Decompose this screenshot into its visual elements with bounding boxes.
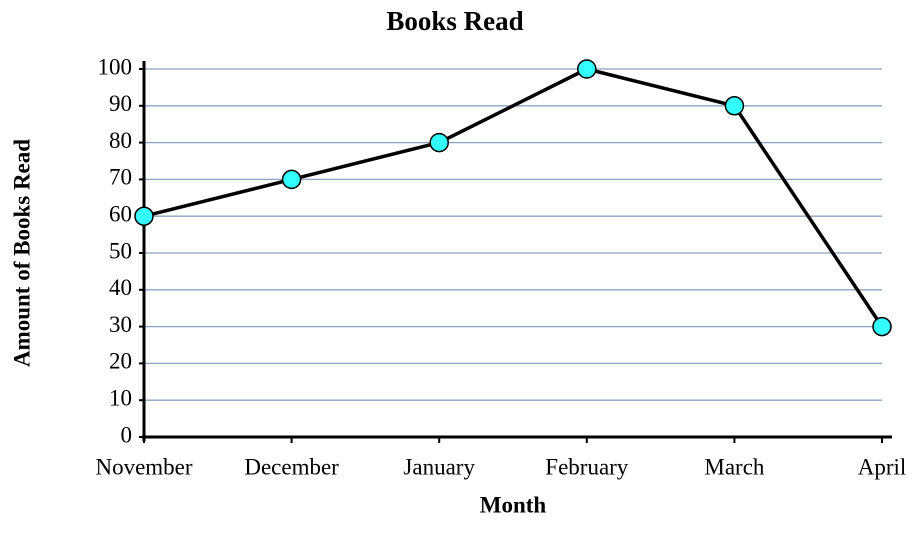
y-tick-label: 20 xyxy=(109,349,132,374)
x-tick-label: April xyxy=(858,454,907,479)
data-point xyxy=(281,169,302,190)
y-tick-label: 40 xyxy=(109,275,132,300)
data-point xyxy=(724,96,745,116)
data-line xyxy=(143,67,884,328)
chart-title: Books Read xyxy=(386,6,523,36)
y-tick-label: 30 xyxy=(109,312,132,337)
data-point xyxy=(872,316,892,337)
y-tick-label: 50 xyxy=(109,238,132,263)
y-tick-label: 70 xyxy=(109,165,132,190)
data-point xyxy=(429,132,449,153)
x-tick-label: February xyxy=(545,454,629,479)
x-tick-label: March xyxy=(704,454,765,479)
data-point xyxy=(577,59,597,79)
y-tick-label: 90 xyxy=(109,91,132,116)
x-tick-label: November xyxy=(95,454,192,479)
data-point xyxy=(134,206,154,226)
x-tick-label: December xyxy=(244,454,339,479)
y-tick-label: 100 xyxy=(98,54,133,79)
y-tick-label: 0 xyxy=(121,422,133,447)
x-axis-label: Month xyxy=(480,492,547,517)
y-tick-label: 10 xyxy=(109,385,132,410)
y-tick-label: 60 xyxy=(109,201,132,226)
y-tick-label: 80 xyxy=(109,128,132,153)
y-axis-label: Amount of Books Read xyxy=(9,139,34,367)
x-tick-label: January xyxy=(403,454,475,479)
